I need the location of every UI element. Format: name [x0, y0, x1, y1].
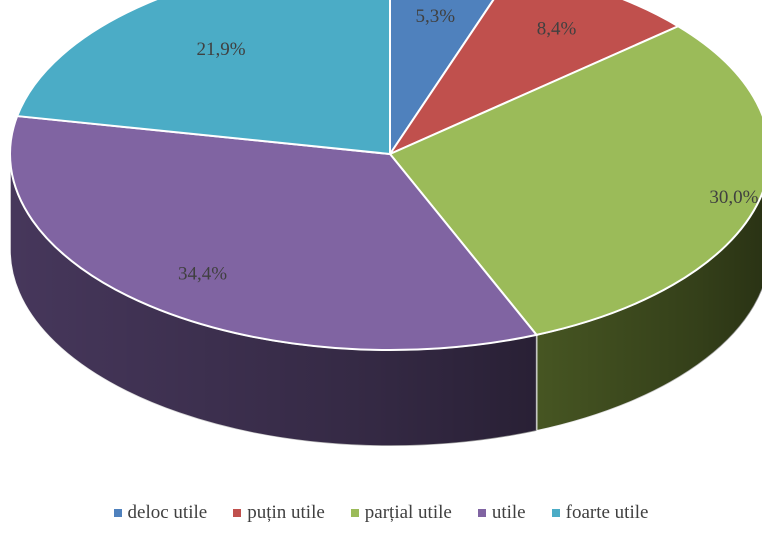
- legend-label: parțial utile: [364, 502, 452, 523]
- legend-item-foarte-utile: foarte utile: [551, 502, 649, 524]
- pie-slice-utile: [9, 114, 539, 351]
- pie-slice-foarte-utile: [15, 0, 391, 156]
- data-label-parțial-utile: 30,0%: [709, 187, 758, 208]
- legend-item-deloc-utile: deloc utile: [113, 502, 208, 524]
- data-label-puțin-utile: 8,4%: [537, 19, 577, 40]
- data-label-deloc-utile: 5,3%: [416, 6, 456, 27]
- legend-swatch: [350, 509, 359, 517]
- pie-data-labels: 5,3% 8,4% 30,0% 34,4% 21,9%: [178, 6, 759, 285]
- pie-slice-puțin-utile: [387, 0, 681, 157]
- legend-label: puțin utile: [247, 502, 325, 523]
- legend-swatch: [233, 509, 242, 517]
- legend-item-parțial-utile: parțial utile: [350, 502, 452, 524]
- legend-label: foarte utile: [565, 502, 649, 523]
- legend-label: utile: [491, 502, 526, 523]
- legend-swatch: [113, 509, 122, 517]
- legend: deloc utile puțin utile parțial utile utile…: [0, 496, 762, 530]
- pie-slices: [9, 0, 762, 351]
- legend-item-utile: utile: [477, 502, 526, 524]
- data-label-utile: 34,4%: [178, 263, 227, 284]
- pie-chart: 5,3% 8,4% 30,0% 34,4% 21,9%: [9, 0, 762, 447]
- legend-label: deloc utile: [127, 502, 208, 523]
- legend-swatch: [551, 509, 560, 517]
- legend-item-puțin-utile: puțin utile: [233, 502, 325, 524]
- pie-slice-parțial-utile: [388, 25, 762, 336]
- data-label-foarte-utile: 21,9%: [197, 39, 246, 60]
- pie-side-shade: [536, 193, 762, 431]
- pie-side-shade: [10, 154, 537, 447]
- legend-swatch: [477, 509, 486, 517]
